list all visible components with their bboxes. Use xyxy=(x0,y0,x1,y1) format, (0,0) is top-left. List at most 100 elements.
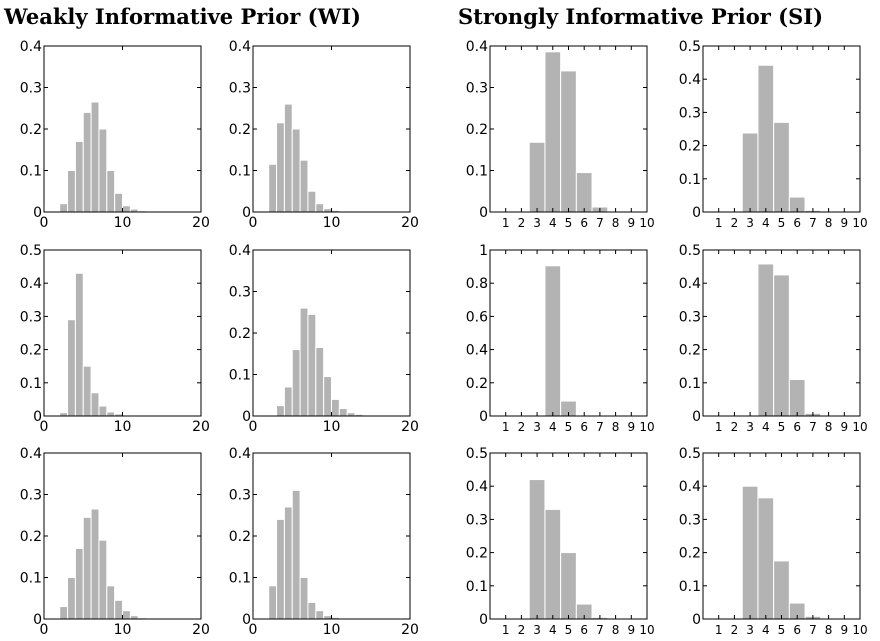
x-tick-label: 1 xyxy=(715,216,723,230)
y-tick-label: 0.4 xyxy=(466,479,488,495)
histogram-bar xyxy=(106,585,116,620)
x-tick-label: 5 xyxy=(778,216,786,230)
panel-wi-r3c1: 0 0.1 0.2 0.3 0.4 0 10 20 xyxy=(20,446,210,638)
y-tick-label: 0.4 xyxy=(679,72,701,88)
histogram-bar xyxy=(74,140,84,213)
y-tick-label: 0.1 xyxy=(229,164,251,180)
y-tick-label: 0.1 xyxy=(229,368,251,384)
x-tick-label: 8 xyxy=(825,216,833,230)
histogram-bar xyxy=(106,170,116,213)
panel-si-r1c3: 0 0.1 0.2 0.3 0.4 1 2 3 4 5 6 7 8 9 10 xyxy=(466,39,655,230)
histogram-bar xyxy=(98,405,108,417)
histogram-bar xyxy=(106,411,116,417)
x-tick-label: 0 xyxy=(249,215,258,231)
histogram-bar xyxy=(315,347,325,417)
histogram-bar xyxy=(741,132,759,213)
histogram-bar xyxy=(323,376,332,417)
panel-si-r3c4: 0 0.1 0.2 0.3 0.4 0.5 1 2 3 4 5 6 7 8 9 10 xyxy=(679,446,868,637)
x-tick-label: 10 xyxy=(639,420,654,434)
x-tick-label: 20 xyxy=(192,419,210,435)
y-tick-label: 0.3 xyxy=(229,81,251,97)
x-tick-label: 20 xyxy=(401,622,419,638)
x-tick-label: 5 xyxy=(778,623,786,637)
y-tick-label: 0.3 xyxy=(679,105,701,121)
panel-si-r2c3: 00.20.40.60.811 2 3 4 5 6 7 8 9 10 xyxy=(466,243,655,434)
x-tick-label: 8 xyxy=(825,623,833,637)
x-tick-label: 8 xyxy=(612,623,620,637)
histogram-bar xyxy=(67,577,76,620)
histogram-bar xyxy=(299,159,309,213)
x-tick-label: 1 xyxy=(502,420,510,434)
y-tick-label: 0 xyxy=(242,409,251,425)
x-tick-label: 9 xyxy=(840,623,848,637)
histogram-bar xyxy=(98,539,108,620)
histogram-bar xyxy=(122,205,131,213)
histogram-bar xyxy=(114,192,124,213)
y-tick-label: 0.3 xyxy=(20,309,42,325)
x-tick-label: 3 xyxy=(746,420,754,434)
histogram-bar xyxy=(299,577,309,620)
y-tick-label: 0.2 xyxy=(466,122,488,138)
y-tick-label: 0.1 xyxy=(20,376,42,392)
panel-wi-r1c2: 0 0.1 0.2 0.3 0.4 0 10 20 xyxy=(229,39,419,231)
histogram-bar xyxy=(74,547,84,620)
y-tick-label: 0.4 xyxy=(229,39,251,55)
histogram-bar xyxy=(544,51,562,213)
x-tick-label: 10 xyxy=(639,623,654,637)
histogram-bar xyxy=(90,101,100,213)
y-tick-label: 0.5 xyxy=(679,243,701,259)
histogram-bar xyxy=(757,64,775,213)
x-tick-label: 20 xyxy=(192,622,210,638)
y-tick-label: 0 xyxy=(242,612,251,628)
x-tick-label: 6 xyxy=(580,623,588,637)
histogram-bar xyxy=(283,386,293,417)
histogram-bar xyxy=(307,601,317,620)
x-tick-label: 5 xyxy=(565,420,573,434)
y-tick-label: 0.5 xyxy=(466,446,488,462)
y-tick-label: 0.4 xyxy=(679,276,701,292)
y-tick-label: 0.4 xyxy=(229,446,251,462)
y-tick-label: 0.2 xyxy=(20,343,42,359)
panel-wi-r2c2: 0 0.1 0.2 0.3 0.4 0 10 20 xyxy=(229,243,419,435)
histogram-bar xyxy=(114,599,124,620)
y-tick-label: 0.1 xyxy=(20,571,42,587)
histogram-bar xyxy=(757,497,775,620)
x-tick-label: 10 xyxy=(639,216,654,230)
x-tick-label: 10 xyxy=(323,622,341,638)
histogram-bar xyxy=(560,552,577,620)
x-tick-label: 8 xyxy=(612,216,620,230)
y-tick-label: 0.3 xyxy=(20,81,42,97)
panel-si-r3c3: 0 0.1 0.2 0.3 0.4 0.5 1 2 3 4 5 6 7 8 9 10 xyxy=(466,446,655,637)
x-tick-label: 1 xyxy=(502,216,510,230)
y-tick-label: 0.5 xyxy=(679,39,701,55)
y-tick-label: 0.4 xyxy=(679,479,701,495)
histogram-bar xyxy=(544,265,562,417)
x-tick-label: 0 xyxy=(40,622,49,638)
panel-si-r1c4: 0 0.1 0.2 0.3 0.4 0.5 1 2 3 4 5 6 7 8 9 10 xyxy=(679,39,868,230)
x-tick-label: 5 xyxy=(565,623,573,637)
y-tick-label: 0.3 xyxy=(466,512,488,528)
y-tick-label: 0.1 xyxy=(20,164,42,180)
histogram-bar xyxy=(283,103,293,213)
histogram-bar xyxy=(122,610,131,620)
histogram-bar xyxy=(74,272,84,417)
x-tick-label: 20 xyxy=(401,215,419,231)
histogram-bar xyxy=(59,203,69,213)
y-tick-label: 0 xyxy=(479,205,488,221)
axes-frame xyxy=(489,249,648,417)
histogram-bar xyxy=(331,398,340,417)
histogram-bar xyxy=(268,585,278,620)
x-tick-label: 4 xyxy=(762,420,770,434)
x-tick-label: 0 xyxy=(249,622,258,638)
histogram-bar xyxy=(82,516,92,620)
x-tick-label: 4 xyxy=(762,216,770,230)
y-tick-label: 0 xyxy=(479,612,488,628)
y-tick-label: 0.2 xyxy=(229,326,251,342)
histogram-bar xyxy=(90,392,100,417)
panel-wi-r3c2: 0 0.1 0.2 0.3 0.4 0 10 20 xyxy=(229,446,419,638)
y-tick-label: 0.2 xyxy=(679,139,701,155)
histogram-bar xyxy=(528,141,546,213)
x-tick-label: 6 xyxy=(793,420,801,434)
y-tick-label: 0.3 xyxy=(679,309,701,325)
x-tick-label: 0 xyxy=(249,419,258,435)
